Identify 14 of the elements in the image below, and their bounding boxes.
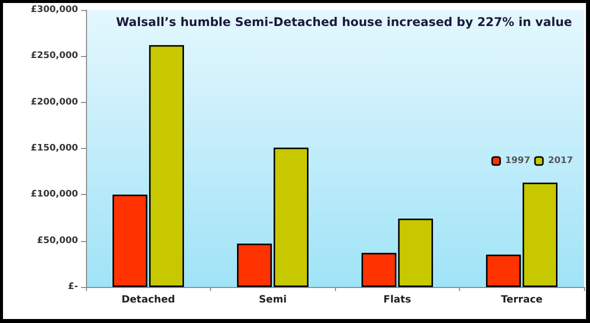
y-tick-label: £- — [68, 282, 78, 292]
legend-label: 1997 — [505, 156, 530, 166]
chart-title: Walsall’s humble Semi-Detached house increased by 227% in value — [116, 15, 572, 29]
y-tick-label: £100,000 — [30, 190, 78, 200]
x-tick-label: Semi — [258, 294, 287, 306]
x-tick-label: Terrace — [500, 294, 543, 306]
y-tick-label: £300,000 — [30, 5, 78, 15]
y-tick-label: £50,000 — [37, 236, 78, 246]
y-tick-label: £250,000 — [30, 51, 78, 62]
legend-label: 2017 — [548, 156, 574, 166]
x-tick-label: Flats — [383, 294, 412, 306]
x-tick-label: Detached — [121, 294, 176, 306]
y-tick-label: £150,000 — [30, 144, 78, 154]
y-tick-label: £200,000 — [30, 97, 78, 108]
